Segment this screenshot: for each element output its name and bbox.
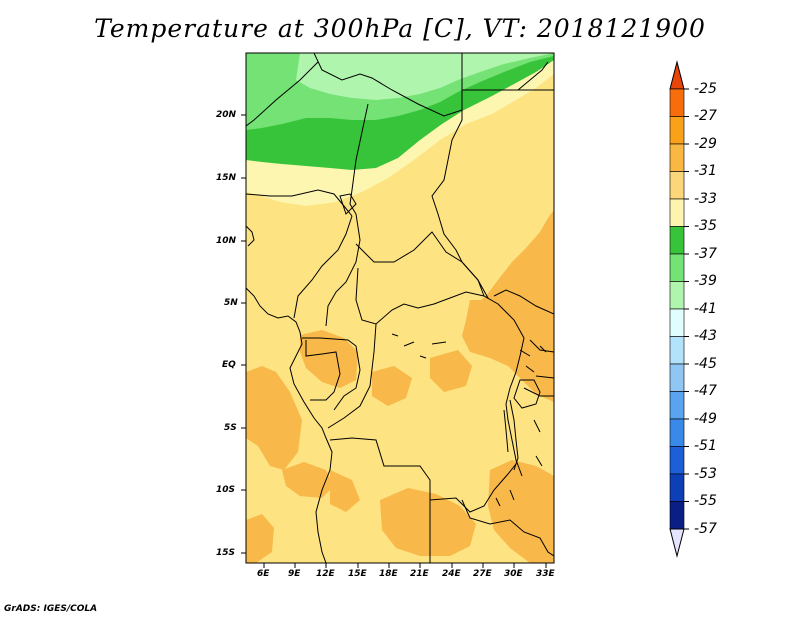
lat-ticks xyxy=(241,114,246,554)
colorbar-label-m57: -57 xyxy=(694,521,717,537)
lon-label-27e: 27E xyxy=(473,569,492,579)
border-congo xyxy=(302,337,361,411)
coastline-west-africa xyxy=(246,225,333,563)
colorbar xyxy=(669,60,689,558)
colorbar-label-m53: -53 xyxy=(694,466,717,482)
border-niger-chad xyxy=(313,53,463,117)
colorbar-box-6 xyxy=(669,226,685,255)
border-chad-west xyxy=(325,103,369,327)
border-zambia xyxy=(461,499,554,557)
colorbar-box-11 xyxy=(669,363,685,392)
colorbar-top-arrow xyxy=(669,60,685,90)
lat-label-10n: 10N xyxy=(216,236,237,246)
lon-ticks xyxy=(263,563,547,568)
lat-label-5n: 5N xyxy=(224,298,238,308)
colorbar-bottom-arrow xyxy=(669,528,685,558)
colorbar-label-m51: -51 xyxy=(694,438,717,454)
coast-east-islands xyxy=(495,345,547,507)
field-orange-south xyxy=(380,488,476,556)
border-nigeria-chad xyxy=(246,61,319,160)
colorbar-box-3 xyxy=(669,143,685,172)
lat-label-15n: 15N xyxy=(216,173,237,183)
border-uganda-kenya xyxy=(523,339,554,397)
field-orange-angola xyxy=(330,470,360,512)
colorbar-box-9 xyxy=(669,308,685,337)
border-sudan-east xyxy=(517,61,549,91)
field-orange-gabon xyxy=(300,330,358,388)
lon-label-33e: 33E xyxy=(536,569,555,579)
colorbar-box-5 xyxy=(669,198,685,227)
chart-title: Temperature at 300hPa [C], VT: 201812190… xyxy=(94,14,706,43)
field-orange-sw-corner xyxy=(246,514,274,563)
colorbar-box-4 xyxy=(669,171,685,200)
colorbar-box-1 xyxy=(669,88,685,117)
field-orange-center xyxy=(372,366,412,406)
colorbar-label-m29: -29 xyxy=(694,136,717,152)
map-frame xyxy=(245,52,555,564)
lon-label-12e: 12E xyxy=(316,569,335,579)
colorbar-label-m55: -55 xyxy=(694,493,717,509)
border-great-lakes xyxy=(505,355,523,477)
lat-label-10s: 10S xyxy=(216,485,236,495)
lon-label-24e: 24E xyxy=(442,569,461,579)
lon-label-18e: 18E xyxy=(379,569,398,579)
colorbar-label-m45: -45 xyxy=(694,356,717,372)
border-car-north xyxy=(355,231,489,299)
colorbar-label-m37: -37 xyxy=(694,246,717,262)
colorbar-box-14 xyxy=(669,446,685,475)
field-green-light xyxy=(296,53,554,100)
colorbar-label-m31: -31 xyxy=(694,163,717,179)
lon-label-6e: 6E xyxy=(257,569,270,579)
colorbar-box-10 xyxy=(669,336,685,365)
lake-chad xyxy=(339,193,357,215)
border-drc-west xyxy=(327,323,377,429)
lat-label-15s: 15S xyxy=(216,548,236,558)
field-orange-drc xyxy=(430,350,472,392)
field-orange-west-south xyxy=(282,462,334,498)
lon-label-15e: 15E xyxy=(348,569,367,579)
border-east xyxy=(493,289,554,315)
colorbar-label-m39: -39 xyxy=(694,273,717,289)
colorbar-box-15 xyxy=(669,473,685,502)
field-orange-lake-region xyxy=(466,300,530,360)
colorbar-label-m27: -27 xyxy=(694,108,717,124)
colorbar-box-12 xyxy=(669,391,685,420)
colorbar-box-16 xyxy=(669,501,685,530)
border-car-south xyxy=(355,267,525,357)
colorbar-box-13 xyxy=(669,418,685,447)
colorbar-label-m49: -49 xyxy=(694,411,717,427)
field-orange-coast xyxy=(246,366,302,470)
lon-label-9e: 9E xyxy=(288,569,301,579)
colorbar-label-m25: -25 xyxy=(694,81,717,97)
colorbar-label-m41: -41 xyxy=(694,301,717,317)
rivers-drc xyxy=(391,333,447,359)
colorbar-box-7 xyxy=(669,253,685,282)
colorbar-label-m43: -43 xyxy=(694,328,717,344)
lake-victoria xyxy=(513,379,541,409)
colorbar-label-m33: -33 xyxy=(694,191,717,207)
credit-text: GrADS: IGES/COLA xyxy=(4,604,98,614)
lat-label-eq: EQ xyxy=(222,360,236,370)
lon-label-21e: 21E xyxy=(410,569,429,579)
lat-label-5s: 5S xyxy=(224,423,237,433)
colorbar-box-8 xyxy=(669,281,685,310)
border-niger-nigeria xyxy=(246,189,353,217)
border-gabon xyxy=(305,340,341,401)
border-nigeria-cameroon xyxy=(293,215,353,319)
lon-label-30e: 30E xyxy=(504,569,523,579)
colorbar-label-m47: -47 xyxy=(694,383,717,399)
border-lake-tanganyika xyxy=(503,399,519,471)
country-borders xyxy=(246,53,554,563)
colorbar-label-m35: -35 xyxy=(694,218,717,234)
temperature-field xyxy=(246,53,554,563)
lat-label-20n: 20N xyxy=(216,110,237,120)
colorbar-box-2 xyxy=(669,116,685,145)
